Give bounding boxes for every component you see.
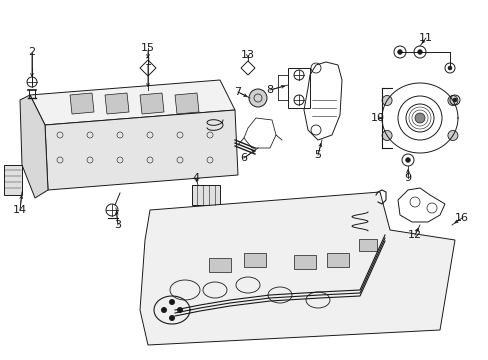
Text: 9: 9 [404, 173, 411, 183]
Polygon shape [140, 192, 454, 345]
Polygon shape [4, 165, 22, 195]
Circle shape [248, 89, 266, 107]
Circle shape [381, 95, 391, 105]
Bar [244, 253, 265, 267]
Circle shape [177, 307, 183, 313]
Text: 11: 11 [418, 33, 432, 43]
Polygon shape [45, 110, 238, 190]
Circle shape [452, 98, 456, 102]
Text: 12: 12 [407, 230, 421, 240]
Text: 5: 5 [314, 150, 321, 160]
Text: 16: 16 [454, 213, 468, 223]
Bar [208, 258, 230, 272]
Polygon shape [105, 93, 129, 114]
Text: 10: 10 [370, 113, 384, 123]
Circle shape [169, 299, 175, 305]
Text: 1: 1 [144, 57, 151, 67]
Circle shape [169, 315, 175, 321]
Circle shape [417, 50, 422, 54]
Bar [326, 253, 348, 267]
Polygon shape [30, 80, 235, 125]
Polygon shape [175, 93, 199, 114]
Circle shape [447, 95, 457, 105]
Text: 13: 13 [241, 50, 254, 60]
Polygon shape [20, 95, 48, 198]
Circle shape [447, 66, 451, 70]
Text: 14: 14 [13, 205, 27, 215]
Circle shape [381, 131, 391, 140]
Text: 15: 15 [141, 43, 155, 53]
Text: 7: 7 [234, 87, 241, 97]
Bar [293, 255, 315, 269]
Circle shape [161, 307, 167, 313]
Text: 6: 6 [240, 153, 247, 163]
Circle shape [405, 158, 409, 162]
Bar [192, 185, 220, 205]
Text: 8: 8 [266, 85, 273, 95]
Circle shape [397, 50, 402, 54]
Polygon shape [140, 93, 163, 114]
Circle shape [414, 113, 424, 123]
Bar [358, 239, 376, 251]
Polygon shape [70, 93, 94, 114]
Text: 2: 2 [28, 47, 36, 57]
Bar [287, 68, 309, 108]
Text: 4: 4 [192, 173, 199, 183]
Circle shape [447, 131, 457, 140]
Text: 3: 3 [114, 220, 121, 230]
